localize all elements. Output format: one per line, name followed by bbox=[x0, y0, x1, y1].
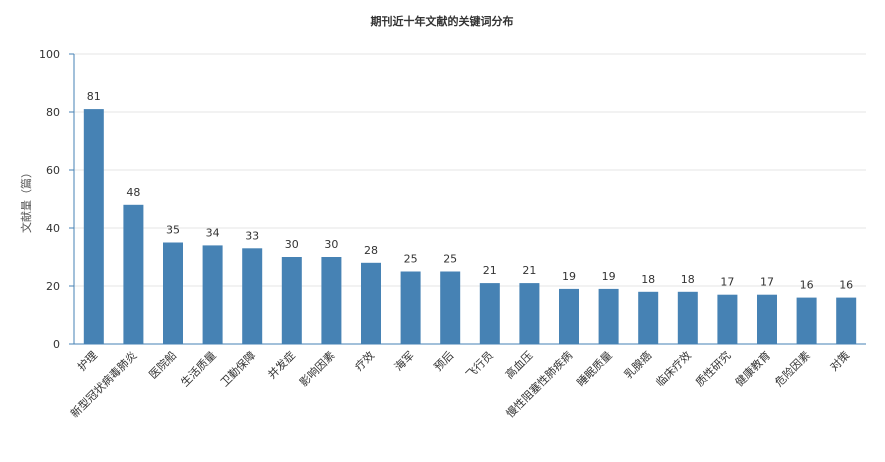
data-label: 25 bbox=[404, 253, 418, 266]
x-tick-label: 健康教育 bbox=[732, 348, 773, 389]
bar bbox=[440, 271, 461, 344]
x-tick-label: 高血压 bbox=[502, 348, 535, 381]
y-tick-label: 20 bbox=[46, 280, 60, 293]
x-tick-label: 护理 bbox=[74, 348, 99, 373]
data-label: 28 bbox=[364, 244, 378, 257]
y-axis-ticks: 0 20 40 60 80 100 bbox=[39, 48, 74, 351]
x-tick-label: 预后 bbox=[432, 349, 457, 374]
bar bbox=[836, 297, 857, 344]
bar bbox=[242, 248, 263, 344]
bar bbox=[321, 257, 342, 344]
bar bbox=[598, 288, 619, 344]
bar bbox=[796, 297, 817, 344]
grid-lines bbox=[74, 53, 866, 287]
x-tick-label: 质性研究 bbox=[693, 348, 734, 389]
data-label: 19 bbox=[602, 270, 616, 283]
bar bbox=[479, 283, 500, 344]
bar bbox=[361, 262, 381, 344]
data-label: 21 bbox=[483, 264, 497, 277]
data-label: 81 bbox=[87, 90, 101, 103]
y-tick-label: 100 bbox=[39, 48, 60, 61]
data-label: 34 bbox=[206, 226, 220, 239]
bar bbox=[83, 109, 104, 344]
bar bbox=[717, 294, 738, 344]
x-tick-label: 海军 bbox=[391, 348, 416, 373]
bar bbox=[677, 291, 698, 344]
data-labels: 81 48 35 34 33 30 30 28 25 25 21 21 19 19 18 18 17 17 16 16 bbox=[87, 90, 853, 292]
bars bbox=[83, 109, 857, 344]
data-label: 17 bbox=[760, 276, 774, 289]
x-tick-label: 疗效 bbox=[352, 348, 377, 373]
bar bbox=[559, 288, 579, 344]
x-tick-label: 睡眠质量 bbox=[574, 349, 614, 389]
y-tick-label: 0 bbox=[53, 338, 60, 351]
data-label: 18 bbox=[681, 273, 695, 286]
y-tick-label: 40 bbox=[46, 222, 60, 235]
data-label: 16 bbox=[839, 279, 853, 292]
x-tick-label: 临床疗效 bbox=[653, 348, 694, 389]
data-label: 17 bbox=[720, 276, 734, 289]
data-label: 16 bbox=[800, 279, 814, 292]
bar bbox=[638, 291, 659, 344]
x-tick-label: 卫勤保障 bbox=[217, 348, 258, 389]
bar bbox=[757, 294, 777, 344]
y-tick-label: 80 bbox=[46, 106, 60, 119]
x-tick-label: 生活质量 bbox=[178, 348, 219, 389]
x-tick-label: 飞行员 bbox=[463, 349, 496, 382]
data-label: 33 bbox=[245, 229, 259, 242]
data-label: 30 bbox=[324, 238, 338, 251]
data-label: 21 bbox=[522, 264, 536, 277]
x-tick-label: 慢性阻塞性肺疾病 bbox=[503, 348, 575, 420]
bar bbox=[202, 245, 223, 344]
y-axis-label: 文献量（篇） bbox=[19, 167, 33, 233]
x-tick-label: 新型冠状病毒肺炎 bbox=[67, 348, 139, 420]
y-tick-label: 60 bbox=[46, 164, 60, 177]
x-tick-label: 并发症 bbox=[265, 348, 298, 381]
bar bbox=[123, 204, 144, 344]
x-tick-label: 危险因素 bbox=[772, 348, 813, 389]
x-tick-label: 影响因素 bbox=[297, 349, 337, 389]
data-label: 18 bbox=[641, 273, 655, 286]
bar bbox=[163, 242, 183, 344]
bar bbox=[519, 283, 540, 344]
x-tick-label: 乳腺癌 bbox=[621, 348, 654, 381]
chart-title: 期刊近十年文献的关键词分布 bbox=[371, 14, 514, 28]
data-label: 30 bbox=[285, 238, 299, 251]
x-tick-label: 对策 bbox=[827, 348, 852, 373]
bar bbox=[400, 271, 421, 344]
x-tick-label: 医院船 bbox=[146, 348, 179, 381]
bar bbox=[281, 257, 302, 344]
data-label: 19 bbox=[562, 270, 576, 283]
data-label: 35 bbox=[166, 224, 180, 237]
data-label: 25 bbox=[443, 253, 457, 266]
data-label: 48 bbox=[126, 186, 140, 199]
